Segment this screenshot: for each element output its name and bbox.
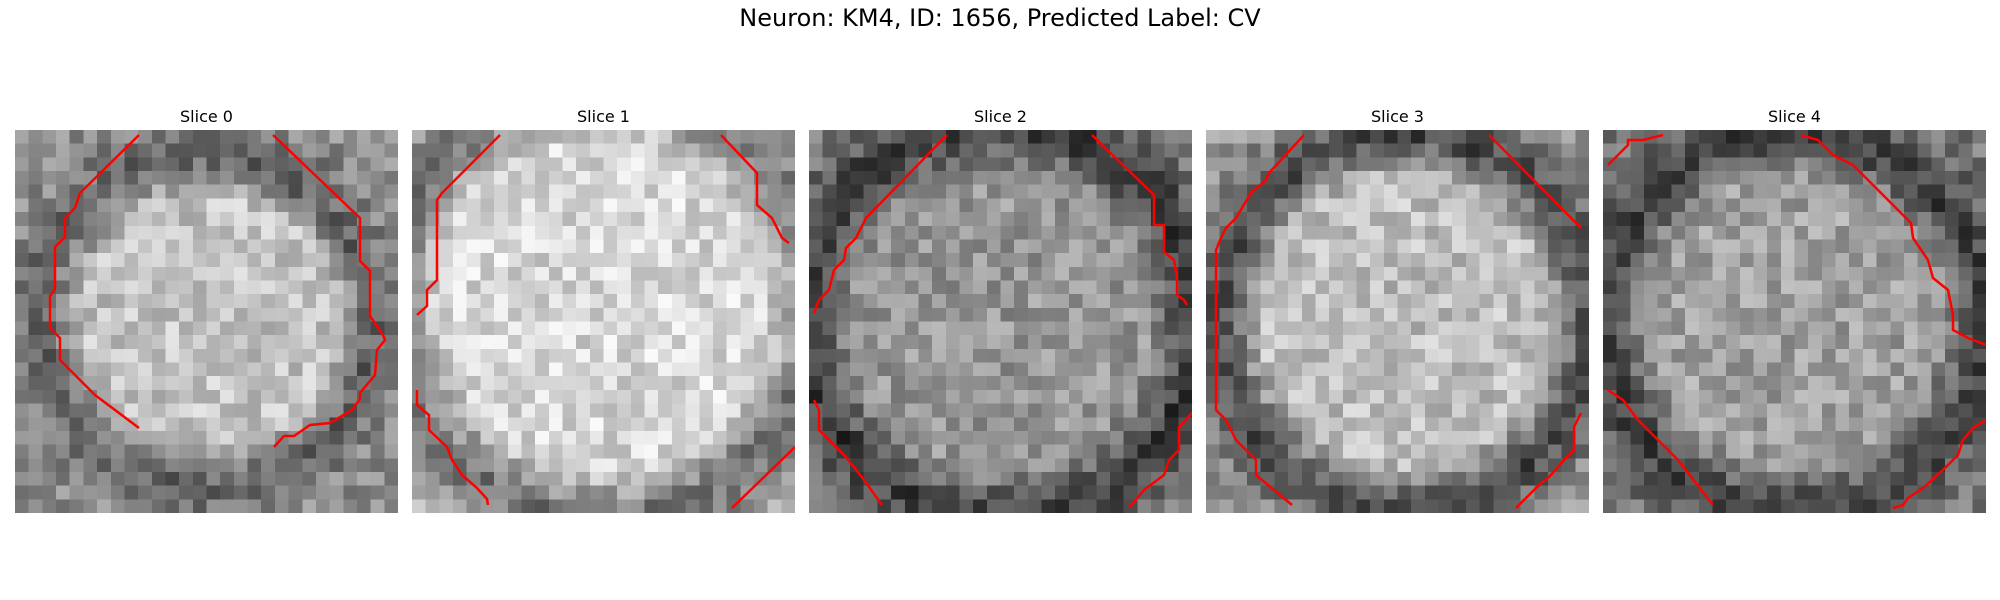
roi-contour-line bbox=[812, 134, 948, 314]
slice-title: Slice 4 bbox=[1768, 107, 1821, 126]
roi-contour-line bbox=[812, 399, 884, 506]
roi-contour-overlay bbox=[415, 134, 795, 509]
roi-contour-line bbox=[1800, 133, 1986, 347]
roi-contour-line bbox=[415, 390, 490, 506]
micrograph-tile bbox=[1206, 130, 1589, 513]
micrograph-tile bbox=[412, 130, 795, 513]
slice-panel-4: Slice 4 bbox=[1603, 104, 1986, 513]
roi-contour-line bbox=[1091, 134, 1189, 306]
roi-contour-overlay bbox=[48, 134, 387, 448]
roi-contour-line bbox=[1515, 412, 1583, 509]
roi-contour-line bbox=[416, 134, 501, 316]
roi-contour-line bbox=[1488, 134, 1582, 229]
roi-contour-line bbox=[1607, 133, 1664, 166]
slice-title: Slice 0 bbox=[180, 107, 233, 126]
slice-title: Slice 3 bbox=[1371, 107, 1424, 126]
slice-panel-1: Slice 1 bbox=[412, 104, 795, 513]
roi-contour-line bbox=[1214, 134, 1305, 506]
slice-title: Slice 1 bbox=[577, 107, 630, 126]
roi-contour-overlay bbox=[1607, 133, 1986, 510]
roi-contour-line bbox=[1607, 388, 1714, 506]
figure-title: Neuron: KM4, ID: 1656, Predicted Label: … bbox=[739, 4, 1261, 32]
slice-image-2 bbox=[809, 130, 1192, 513]
roi-contour-line bbox=[48, 134, 140, 429]
slice-title: Slice 2 bbox=[974, 107, 1027, 126]
micrograph-tile bbox=[809, 130, 1192, 513]
slice-image-3 bbox=[1206, 130, 1589, 513]
roi-contour-line bbox=[272, 134, 387, 448]
roi-contour-line bbox=[720, 134, 790, 245]
roi-contour-line bbox=[1128, 412, 1192, 509]
slice-image-0 bbox=[15, 130, 398, 513]
slice-panel-2: Slice 2 bbox=[809, 104, 1192, 513]
roi-contour-overlay bbox=[812, 134, 1192, 509]
roi-contour-line bbox=[1892, 418, 1986, 510]
slice-image-1 bbox=[412, 130, 795, 513]
roi-contour-overlay bbox=[1214, 134, 1583, 509]
slice-panel-0: Slice 0 bbox=[15, 104, 398, 513]
roi-contour-line bbox=[731, 446, 795, 509]
slice-image-4 bbox=[1603, 130, 1986, 513]
slice-panel-3: Slice 3 bbox=[1206, 104, 1589, 513]
